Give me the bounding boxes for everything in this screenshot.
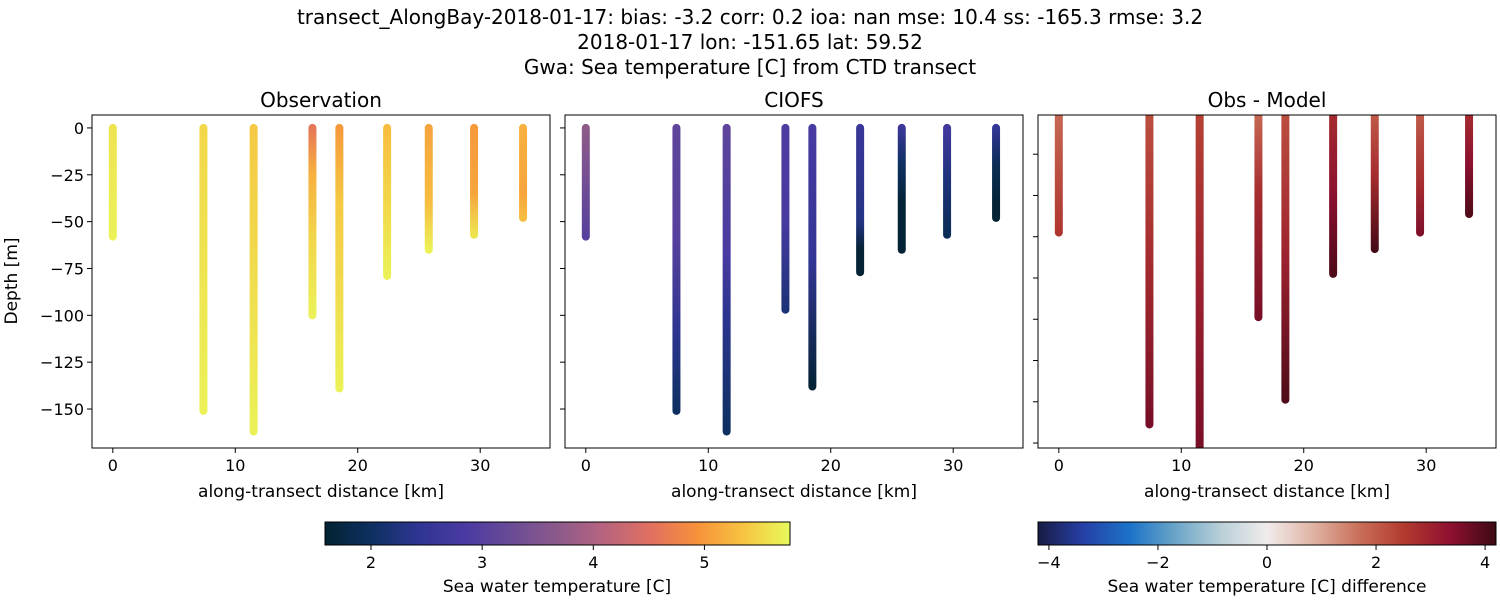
colorbar-label-difference: Sea water temperature [C] difference [1107,577,1426,597]
casts-group [581,123,1001,436]
x-tick-label: 30 [470,456,490,475]
cast-profile [1329,115,1338,278]
cast-profile [808,123,817,391]
panel-title-observation: Observation [260,88,382,112]
axes-frame [1037,114,1497,449]
colorbar-label-temperature: Sea water temperature [C] [443,577,671,597]
axes-frame [91,114,551,449]
cast-profile [519,123,528,222]
cast-profile [249,123,258,436]
x-tick-label: 10 [1171,456,1191,475]
y-tick-label: −150 [40,400,84,419]
plot-area-0: 0 10 20 30 0 −25 −50 −75 −100 −125 −150 [40,114,551,475]
cast-profile [1416,115,1425,237]
colorbar-tick-label: 2 [1371,553,1381,572]
figure-title-line-1: transect_AlongBay-2018-01-17: bias: -3.2… [297,5,1203,29]
panel-obs-minus-model: Obs - Model along-transect distance [km] [1144,88,1390,502]
cast-profile [335,123,344,393]
panel-title-ciofs: CIOFS [764,88,823,112]
colorbar-tick-label: 0 [1262,553,1272,572]
cast-profile [672,123,681,415]
x-tick-label: 20 [348,456,368,475]
colorbar-tick-label: 4 [588,553,598,572]
cast-profile [897,123,906,254]
cast-profile [199,123,208,415]
cast-profile [856,123,865,277]
cast-profile [1195,115,1204,448]
x-tick-label: 10 [225,456,245,475]
x-tick-label: 0 [1054,456,1064,475]
cast-profile [108,123,117,241]
colorbar-tick-label: 3 [477,553,487,572]
y-tick-label: −125 [40,353,84,372]
cast-profile [992,123,1001,222]
colorbar-1: −4 −2 0 2 4 [1037,521,1497,572]
x-axis-label-ciofs: along-transect distance [km] [671,482,917,502]
casts-group [1054,115,1474,448]
x-tick-label: 0 [108,456,118,475]
y-tick-label: −50 [50,213,84,232]
axes-frame [564,114,1024,449]
panel-ciofs: CIOFS along-transect distance [km] [671,88,917,502]
colorbar-tick-label: 5 [699,553,709,572]
cast-profile [470,123,479,239]
casts-group [108,123,528,436]
colorbar-tick-label: 4 [1480,553,1490,572]
cast-profile [722,123,731,436]
y-tick-label: −25 [50,166,84,185]
x-axis-label-obs-minus-model: along-transect distance [km] [1144,482,1390,502]
cast-profile [1145,115,1154,429]
cast-profile [383,123,392,280]
plot-area-2: 0 10 20 30 [1033,114,1497,475]
cast-profile [1054,115,1063,237]
cast-profile [781,123,790,314]
x-tick-label: 20 [1294,456,1314,475]
x-tick-label: 30 [943,456,963,475]
x-tick-label: 30 [1416,456,1436,475]
y-tick-label: 0 [74,119,84,138]
cast-profile [1465,115,1474,219]
cast-profile [1254,115,1263,322]
x-tick-label: 0 [581,456,591,475]
cast-profile [424,123,433,254]
colorbar-gradient [1037,521,1497,546]
figure-title-line-3: Gwa: Sea temperature [C] from CTD transe… [524,55,976,79]
panel-title-obs-minus-model: Obs - Model [1208,88,1327,112]
cast-profile [1281,115,1290,404]
colorbar-gradient [324,521,791,546]
cast-profile [581,123,590,241]
figure-title-line-2: 2018-01-17 lon: -151.65 lat: 59.52 [577,30,923,54]
y-tick-label: −75 [50,259,84,278]
colorbar-tick-label: −2 [1146,553,1170,572]
y-tick-label: −100 [40,306,84,325]
cast-profile [308,123,317,320]
cast-profile [943,123,952,239]
x-tick-label: 20 [821,456,841,475]
x-axis-label-observation: along-transect distance [km] [198,482,444,502]
colorbar-tick-label: 2 [366,553,376,572]
y-axis-label: Depth [m] [2,237,22,324]
plot-area-1: 0 10 20 30 [560,114,1024,475]
colorbar-tick-label: −4 [1037,553,1061,572]
cast-profile [1370,115,1379,254]
panel-observation: Observation along-transect distance [km]… [2,88,444,502]
x-tick-label: 10 [698,456,718,475]
colorbar-0: 2 3 4 5 [324,521,791,572]
